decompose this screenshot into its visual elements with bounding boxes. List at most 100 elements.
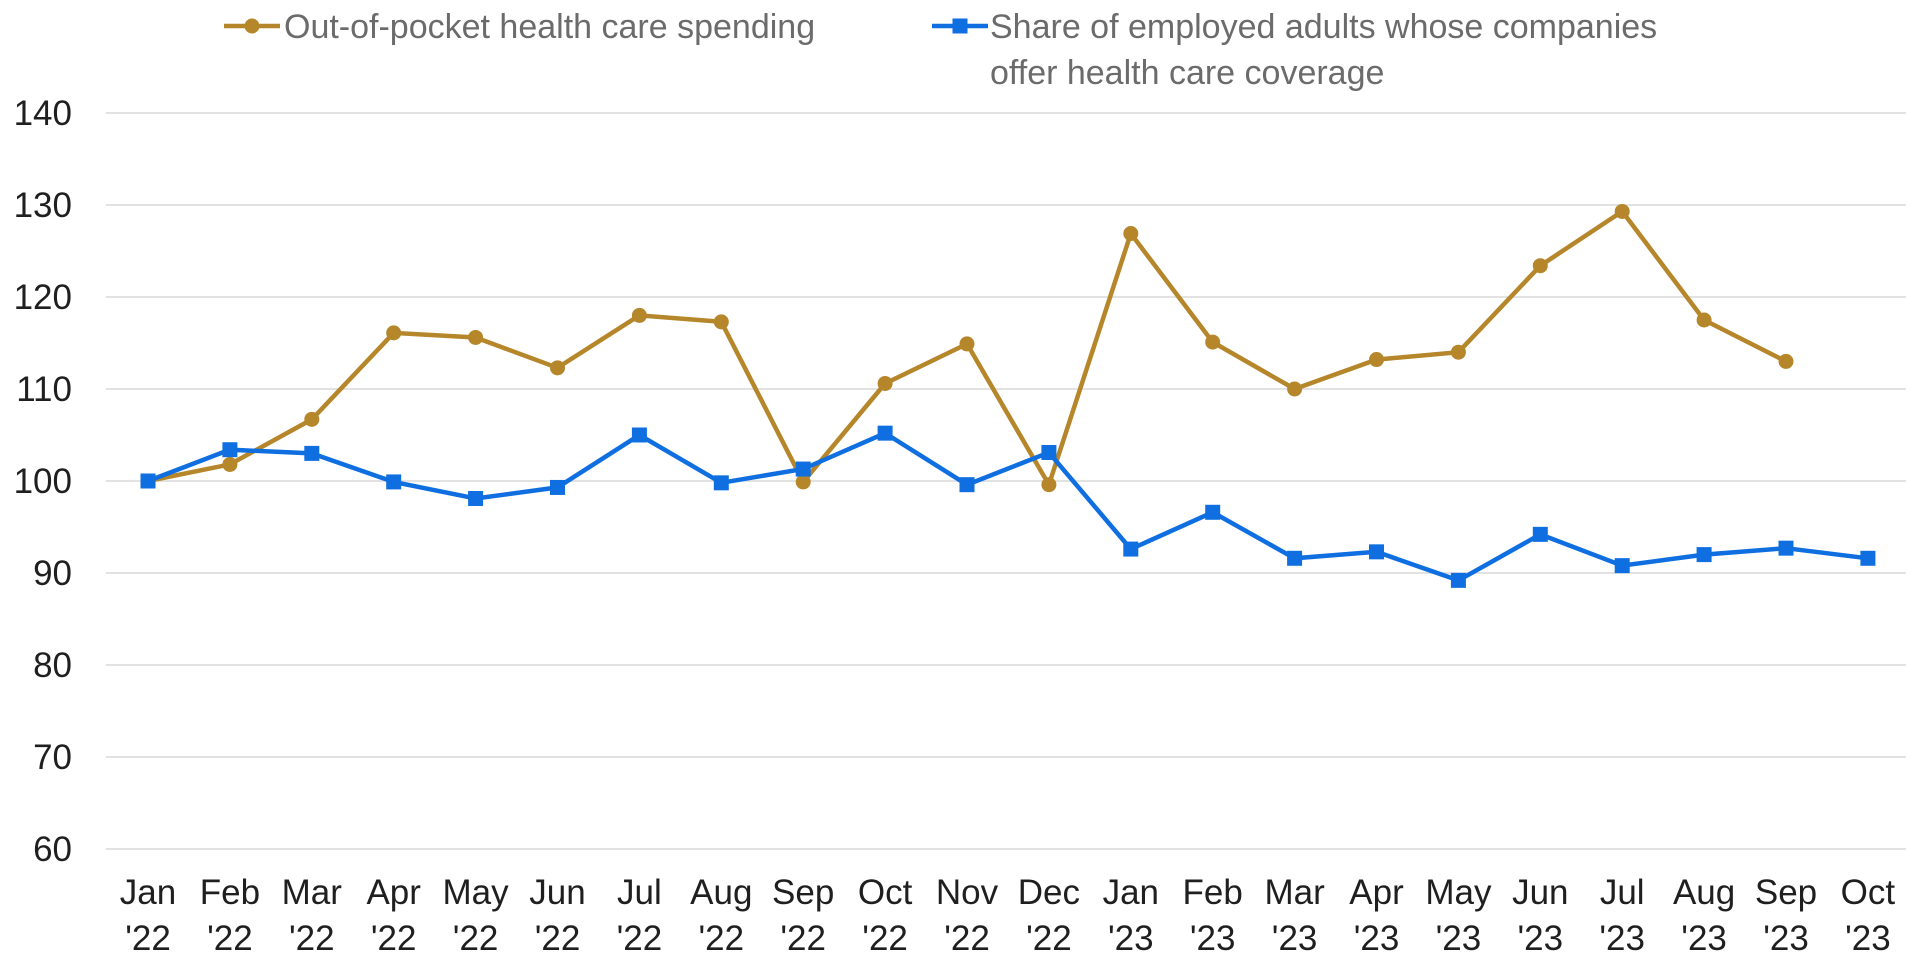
x-tick-year: '23	[1108, 919, 1154, 958]
x-tick-label: Jul '22	[617, 873, 663, 958]
x-tick-year: '22	[1026, 919, 1072, 958]
x-tick-label: May '23	[1425, 873, 1492, 958]
legend-item-2: Share of employed adults whose companies…	[932, 8, 1657, 92]
y-tick-label: 90	[33, 554, 72, 593]
x-tick-label: Apr '22	[366, 873, 421, 958]
data-point	[304, 445, 320, 461]
x-tick-label: Mar '22	[282, 873, 343, 958]
data-point	[1123, 541, 1139, 557]
y-tick-label: 80	[33, 646, 72, 685]
x-tick-month: Apr	[366, 873, 421, 912]
x-tick-month: Jul	[1600, 873, 1645, 912]
x-tick-year: '23	[1272, 919, 1318, 958]
x-tick-month: Aug	[690, 873, 752, 912]
data-point	[877, 375, 893, 391]
x-tick-year: '23	[1599, 919, 1645, 958]
data-point	[1532, 258, 1548, 274]
legend-label: offer health care coverage	[990, 54, 1384, 92]
data-point	[1614, 203, 1630, 219]
data-point	[386, 325, 402, 341]
x-tick-year: '23	[1436, 919, 1482, 958]
x-tick-label: Aug '23	[1673, 873, 1735, 958]
x-tick-label: Jul '23	[1599, 873, 1645, 958]
data-point	[713, 475, 729, 491]
data-point	[959, 336, 975, 352]
x-tick-month: Jan	[1103, 873, 1159, 912]
data-point	[1860, 550, 1876, 566]
x-tick-year: '22	[371, 919, 417, 958]
x-tick-year: '23	[1517, 919, 1563, 958]
y-axis-tick-labels: 60 70 80 90 100 110 120 130 140	[14, 94, 72, 869]
x-tick-year: '23	[1681, 919, 1727, 958]
x-tick-year: '22	[944, 919, 990, 958]
data-point	[1696, 312, 1712, 328]
data-point	[1778, 353, 1794, 369]
legend-label: Out-of-pocket health care spending	[284, 8, 815, 46]
y-tick-label: 70	[33, 738, 72, 777]
x-tick-year: '22	[289, 919, 335, 958]
data-point	[1450, 572, 1466, 588]
data-point	[468, 329, 484, 345]
y-tick-label: 100	[14, 462, 72, 501]
legend-marker	[952, 18, 968, 34]
x-tick-label: Feb '22	[200, 873, 260, 958]
y-tick-label: 140	[14, 94, 72, 133]
x-tick-year: '22	[453, 919, 499, 958]
x-tick-month: Dec	[1018, 873, 1080, 912]
x-tick-month: May	[443, 873, 510, 912]
x-tick-label: Sep '23	[1755, 873, 1817, 958]
x-tick-label: Jan '23	[1103, 873, 1159, 958]
x-tick-label: Jan '22	[120, 873, 176, 958]
y-tick-label: 60	[33, 830, 72, 869]
data-point	[1287, 550, 1303, 566]
x-tick-year: '22	[780, 919, 826, 958]
data-series	[140, 203, 1876, 588]
legend-marker	[244, 18, 260, 34]
legend: Out-of-pocket health care spending Share …	[224, 8, 1657, 92]
gridlines	[106, 112, 1906, 850]
data-point	[631, 427, 647, 443]
data-point	[140, 473, 156, 489]
y-tick-label: 120	[14, 278, 72, 317]
x-tick-month: Aug	[1673, 873, 1735, 912]
data-point	[631, 307, 647, 323]
data-point	[1369, 544, 1384, 560]
x-tick-month: Jan	[120, 873, 176, 912]
x-tick-label: Sep '22	[772, 873, 834, 958]
x-tick-year: '22	[862, 919, 908, 958]
x-tick-label: Feb '23	[1183, 873, 1243, 958]
x-tick-month: Oct	[1841, 873, 1896, 912]
x-tick-month: Apr	[1349, 873, 1404, 912]
x-tick-year: '22	[535, 919, 581, 958]
x-tick-label: Oct '23	[1841, 873, 1896, 958]
x-tick-month: Nov	[936, 873, 999, 912]
series-1	[140, 203, 1794, 493]
x-tick-month: Sep	[772, 873, 834, 912]
legend-label: Share of employed adults whose companies	[990, 8, 1657, 46]
y-tick-label: 130	[14, 186, 72, 225]
data-point	[1450, 344, 1466, 360]
data-point	[1614, 558, 1630, 574]
data-point	[877, 425, 893, 441]
x-tick-label: Jun '23	[1512, 873, 1568, 958]
data-point	[1041, 477, 1057, 493]
x-tick-month: Feb	[1183, 873, 1243, 912]
x-tick-month: Jul	[617, 873, 662, 912]
x-tick-month: Sep	[1755, 873, 1817, 912]
data-point	[222, 456, 238, 472]
x-tick-year: '22	[125, 919, 171, 958]
x-tick-month: Oct	[858, 873, 913, 912]
data-point	[1041, 444, 1057, 460]
data-point	[550, 360, 565, 376]
data-point	[386, 474, 402, 490]
x-axis-tick-labels: Jan '22 Feb '22 Mar '22 Apr '22 May '22 Jun '22 Jul '…	[120, 873, 1896, 958]
data-point	[550, 479, 565, 495]
x-tick-year: '23	[1354, 919, 1400, 958]
data-point	[713, 314, 729, 330]
data-point	[1696, 547, 1712, 563]
data-point	[222, 442, 238, 458]
x-tick-month: Feb	[200, 873, 260, 912]
series-2	[140, 425, 1876, 588]
data-point	[1778, 540, 1794, 556]
